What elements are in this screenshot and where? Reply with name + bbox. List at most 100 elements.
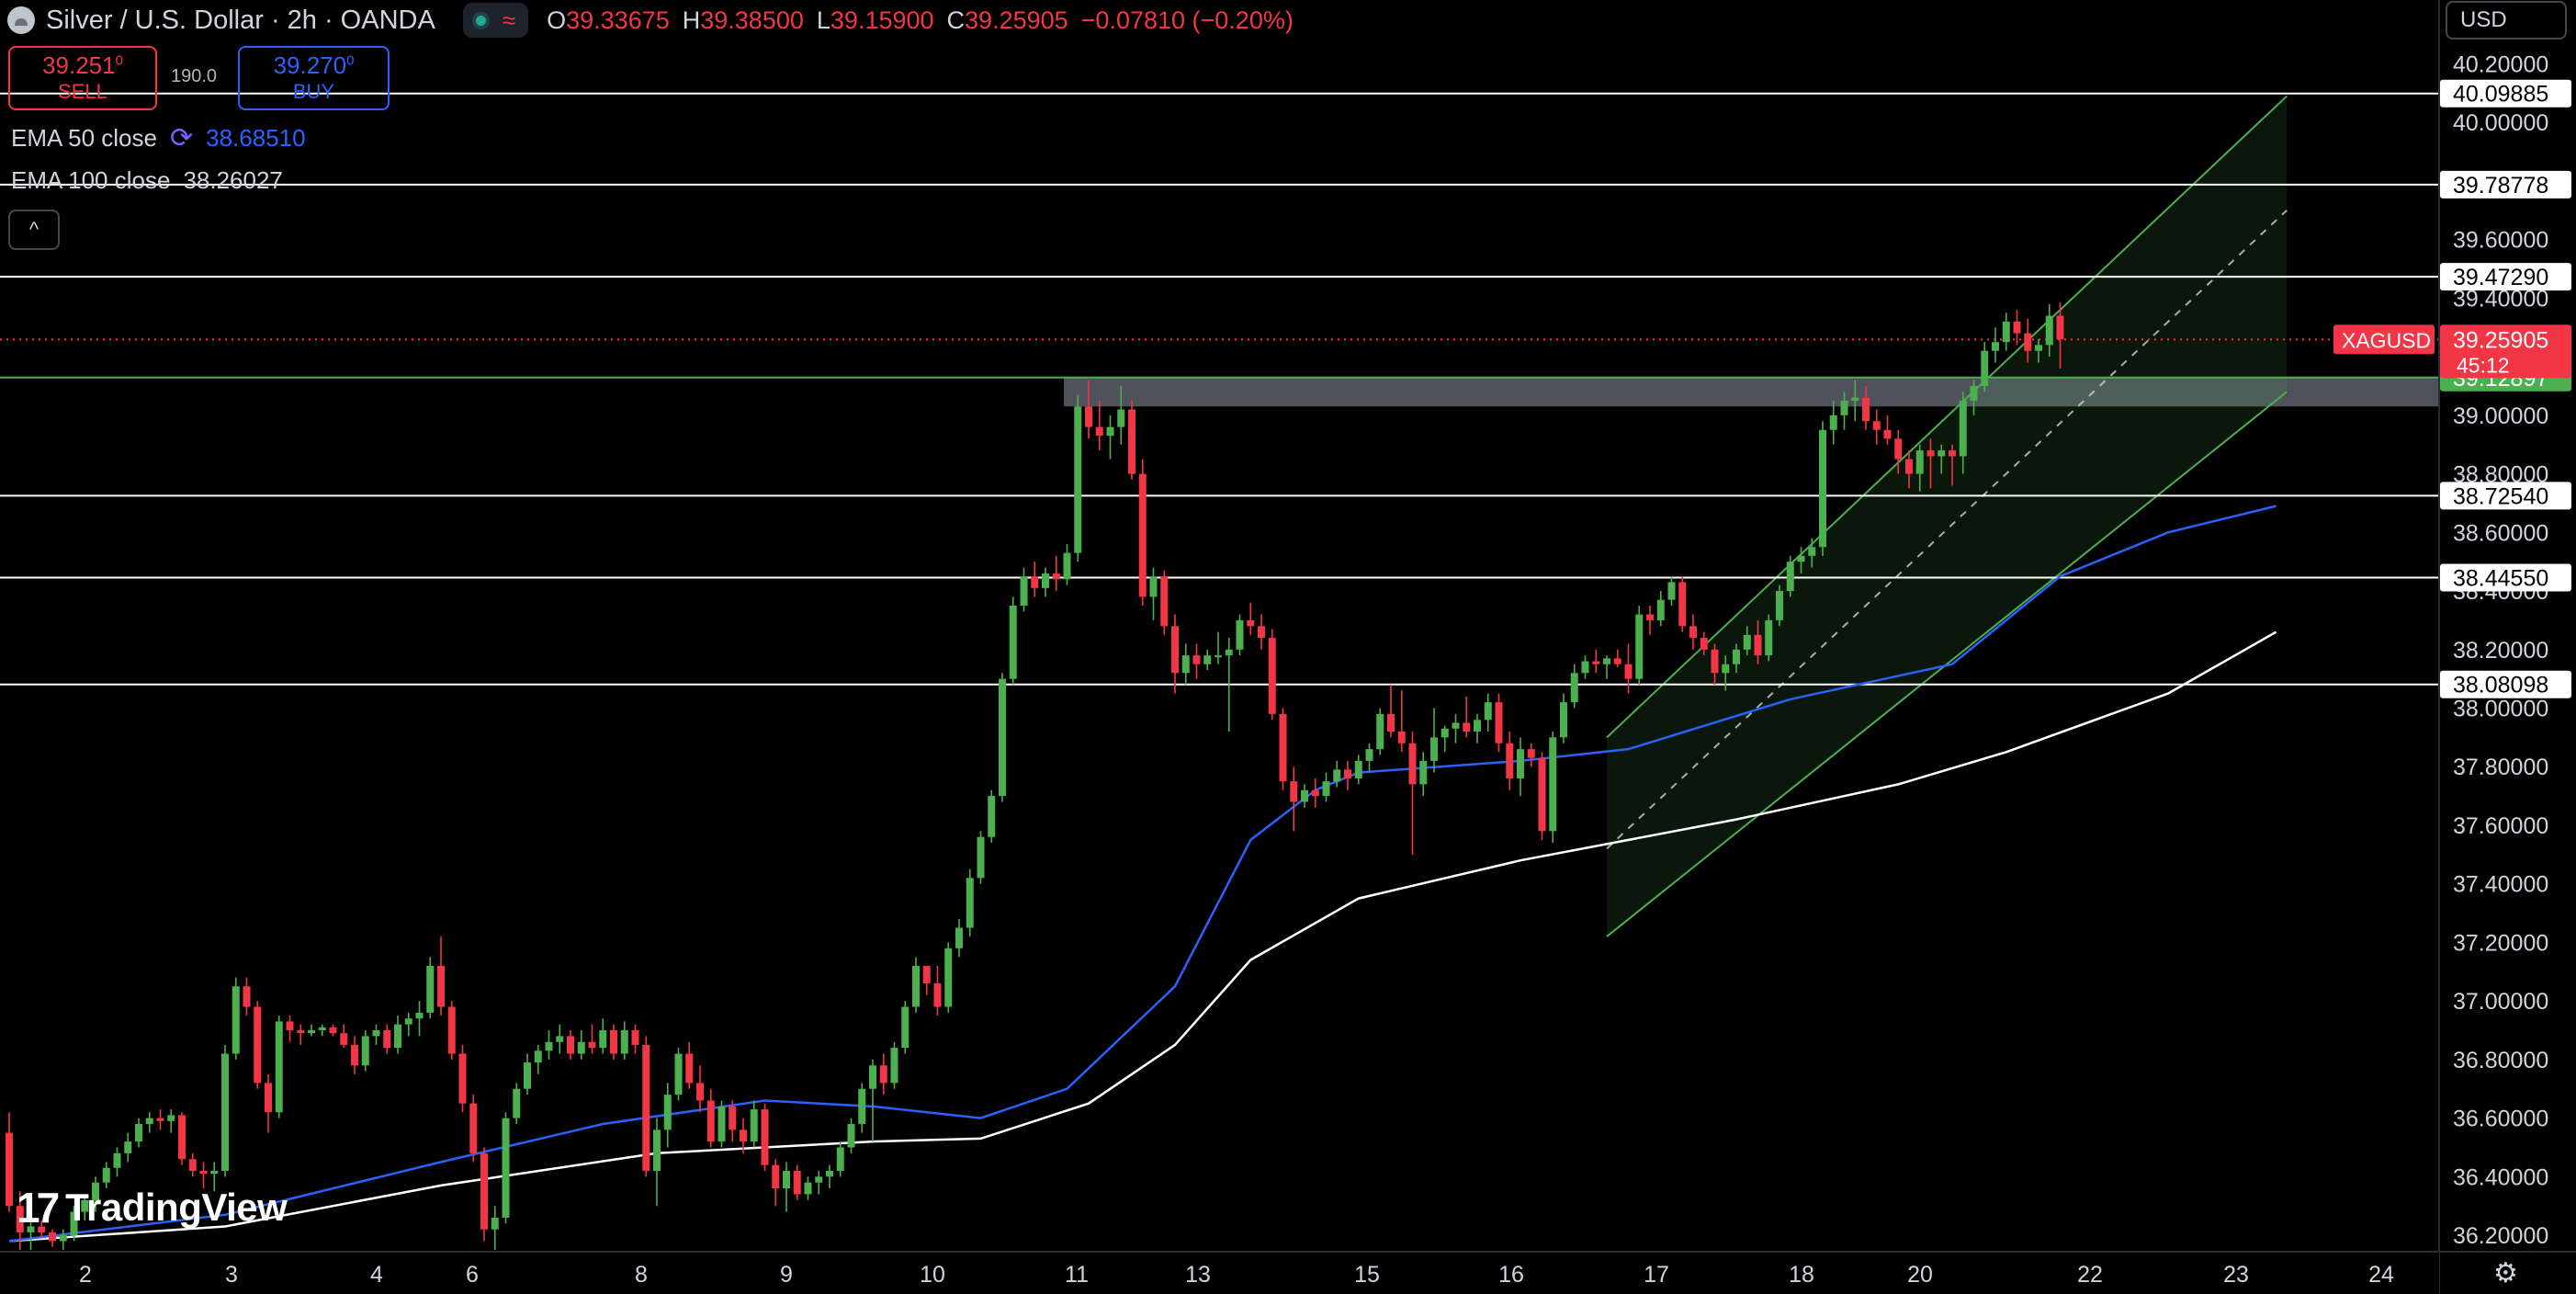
ohlc-key: H — [682, 6, 701, 34]
candle-body — [933, 983, 942, 1007]
ohlc-value: 39.25905 — [965, 6, 1068, 34]
tradingview-wordmark: TradingView — [65, 1186, 288, 1229]
candle-body — [308, 1030, 315, 1034]
ohlc-key: O — [547, 6, 567, 34]
candle-body — [1722, 664, 1730, 674]
channel-upper-line — [1606, 95, 2288, 739]
candle-body — [1484, 702, 1492, 721]
candle-body — [1819, 429, 1826, 548]
candle-body — [1441, 728, 1449, 738]
candle-body — [1203, 655, 1212, 664]
ema100-value: 38.26027 — [183, 166, 283, 194]
candle-body — [890, 1048, 898, 1084]
chart-header: Silver / U.S. Dollar · 2h · OANDA ≈ O39.… — [7, 0, 1294, 40]
candle-body — [1236, 619, 1244, 650]
candle-body — [1981, 350, 1989, 386]
level-price-label: 39.78778 — [2453, 173, 2548, 199]
candle-body — [199, 1170, 208, 1175]
candle-body — [1149, 576, 1158, 597]
candle-body — [750, 1109, 758, 1142]
candle-body — [480, 1152, 488, 1230]
level-price-tag — [2440, 170, 2571, 199]
ohlc-item: O39.33675 — [547, 6, 670, 35]
candle-body — [2035, 345, 2042, 351]
candle-body — [243, 986, 251, 1007]
collapse-legend-button[interactable]: ^ — [8, 210, 60, 250]
time-tick-label: 22 — [2077, 1262, 2103, 1288]
level-price-label: 38.08098 — [2453, 673, 2548, 698]
candle-body — [1517, 749, 1524, 778]
sell-label: SELL — [58, 80, 107, 104]
candle-body — [1419, 760, 1428, 785]
ohlc-item: L39.15900 — [817, 6, 934, 35]
candle-body — [1171, 626, 1179, 674]
ema50-line — [8, 505, 2277, 1243]
candle-body — [674, 1053, 683, 1095]
candle-body — [879, 1065, 887, 1084]
time-tick-label: 3 — [225, 1262, 238, 1288]
symbol-title[interactable]: Silver / U.S. Dollar · 2h · OANDA — [46, 5, 435, 35]
price-tick-label: 38.00000 — [2453, 697, 2548, 722]
candle-body — [1020, 576, 1028, 606]
candle-body — [6, 1132, 13, 1207]
candle-body — [297, 1030, 305, 1034]
candle-body — [599, 1030, 607, 1049]
candle-body — [836, 1147, 844, 1171]
candle-body — [1754, 634, 1762, 656]
price-tick-label: 38.60000 — [2453, 520, 2548, 546]
indicator-ema50[interactable]: EMA 50 close ⟳ 38.68510 — [11, 122, 306, 154]
candle-body — [793, 1170, 801, 1195]
candle-body — [1247, 619, 1255, 627]
ema50-value: 38.68510 — [206, 124, 306, 152]
level-price-tag — [2440, 79, 2571, 108]
candle-body — [1128, 409, 1135, 474]
price-tick-label: 40.00000 — [2453, 110, 2548, 136]
candle-body — [156, 1118, 164, 1121]
candle-body — [1301, 789, 1308, 802]
loading-sync-icon: ⟳ — [169, 123, 194, 153]
candle-body — [92, 1182, 99, 1200]
candle-body — [1970, 386, 1978, 401]
price-tick-label: 40.20000 — [2453, 51, 2548, 77]
candle-body — [1603, 658, 1610, 664]
tradingview-mark-icon: 17 — [17, 1184, 60, 1232]
time-tick-label: 6 — [466, 1262, 479, 1288]
candle-body — [1905, 459, 1913, 474]
sell-button[interactable]: 39.2510 SELL — [8, 46, 157, 110]
candle-body — [1959, 400, 1967, 457]
candle-body — [1635, 614, 1644, 679]
candle-body — [944, 948, 953, 1007]
last-price-label: 39.25905 — [2453, 327, 2548, 353]
candle-body — [1333, 769, 1341, 782]
candle-body — [610, 1030, 617, 1054]
candle-body — [1592, 661, 1600, 664]
candle-body — [1949, 450, 1956, 457]
indicator-ema100[interactable]: EMA 100 close 38.26027 — [11, 166, 283, 195]
candle-body — [1851, 397, 1859, 401]
price-tick-label: 38.20000 — [2453, 638, 2548, 664]
candle-body — [394, 1024, 401, 1049]
candle-body — [588, 1041, 596, 1049]
candle-body — [826, 1170, 833, 1177]
price-tick-label: 39.00000 — [2453, 403, 2548, 429]
candle-body — [663, 1095, 672, 1130]
candle-body — [761, 1109, 769, 1165]
ema100-line — [8, 630, 2277, 1243]
price-tick-label: 37.40000 — [2453, 872, 2548, 898]
last-price-tag — [2440, 324, 2571, 379]
candle-body — [1549, 737, 1557, 832]
settings-gear-icon[interactable]: ⚙ — [2493, 1258, 2518, 1288]
time-tick-label: 10 — [920, 1262, 945, 1288]
currency-selector[interactable]: USD — [2446, 1, 2567, 40]
market-status-pill[interactable]: ≈ — [462, 3, 529, 38]
buy-button[interactable]: 39.2700 BUY — [238, 46, 390, 110]
candle-body — [1225, 649, 1233, 656]
candle-body — [772, 1164, 780, 1189]
time-tick-label: 24 — [2368, 1262, 2394, 1288]
candle-body — [977, 836, 985, 879]
candle-body — [1915, 450, 1924, 474]
price-tick-label: 36.40000 — [2453, 1164, 2548, 1190]
ema100-name: EMA 100 close — [11, 166, 171, 194]
candle-body — [383, 1030, 391, 1049]
